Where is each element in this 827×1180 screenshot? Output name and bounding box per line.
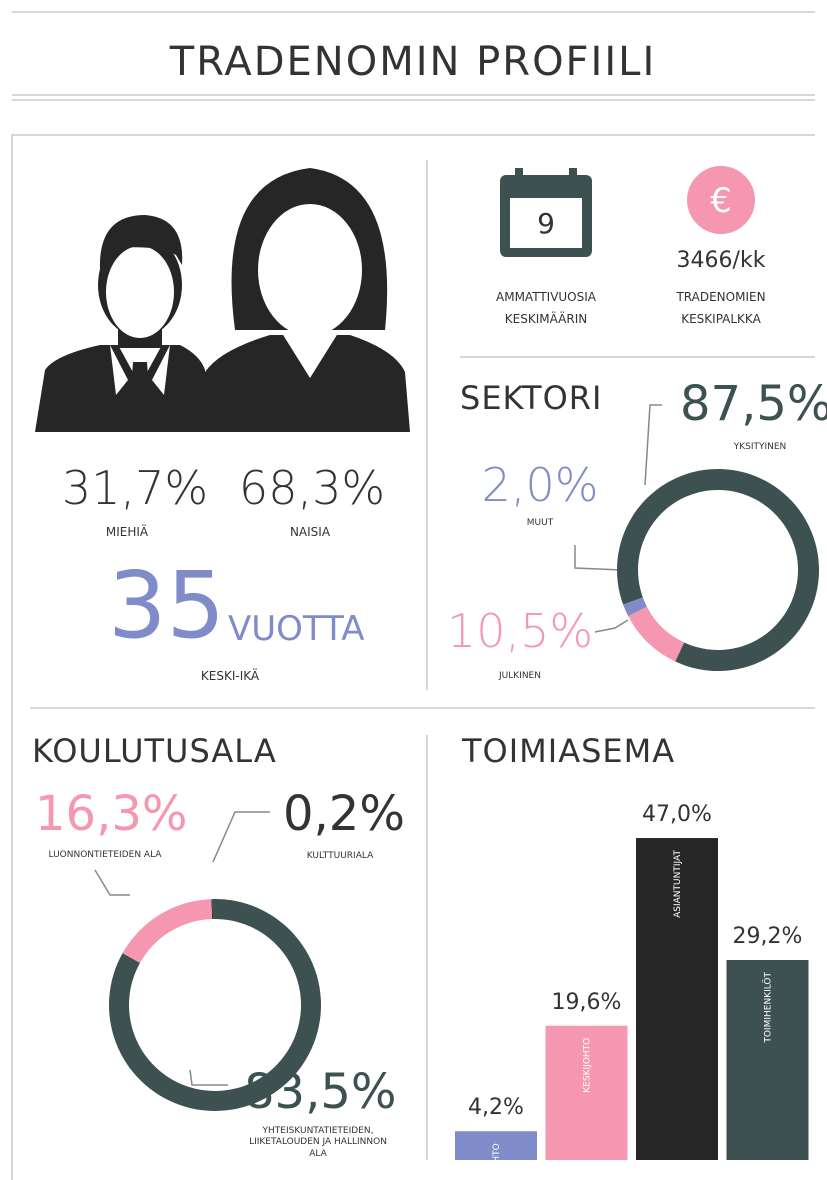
value-label: 4,2% bbox=[468, 1097, 524, 1119]
women-percent: 68,3% bbox=[239, 465, 385, 511]
category-label: MUUT bbox=[527, 518, 553, 529]
category-label: KULTTUURIALA bbox=[307, 851, 373, 862]
category-label: LUONNONTIETEIDEN ALA bbox=[40, 850, 170, 861]
value-label: 19,6% bbox=[552, 992, 622, 1014]
value-label: 47,0% bbox=[642, 804, 712, 826]
category-label: ASIANTUNTIJAT bbox=[673, 850, 683, 918]
value-label: 16,3% bbox=[35, 790, 187, 838]
women-label: NAISIA bbox=[290, 526, 330, 538]
chart-title: TOIMIASEMA bbox=[462, 735, 675, 767]
value-label: 2,0% bbox=[482, 462, 599, 508]
age-label: KESKI-IKÄ bbox=[201, 670, 259, 682]
chart-title: SEKTORI bbox=[460, 382, 602, 414]
experience-label: KESKIMÄÄRIN bbox=[505, 313, 587, 325]
chart-title: KOULUTUSALA bbox=[32, 735, 277, 767]
infographic: JOHTO KESKIJOHTO ASIANTUNTIJAT TOIMIHENKILÖ… bbox=[0, 0, 827, 1180]
men-percent: 31,7% bbox=[62, 465, 208, 511]
category-label: TOIMIHENKILÖT bbox=[763, 971, 774, 1043]
category-label: YKSITYINEN bbox=[734, 442, 787, 453]
age-unit: VUOTTA bbox=[228, 612, 364, 646]
donut-segment bbox=[123, 899, 212, 963]
age-value: 35 bbox=[108, 560, 225, 652]
value-label: 10,5% bbox=[447, 608, 593, 654]
value-label: 29,2% bbox=[733, 926, 803, 948]
salary-label: KESKIPALKKA bbox=[681, 313, 761, 325]
category-label: JOHTO bbox=[492, 1143, 502, 1173]
page-title: TRADENOMIN PROFIILI bbox=[170, 42, 656, 82]
experience-label: AMMATTIVUOSIA bbox=[496, 291, 596, 303]
salary-value: 3466/kk bbox=[677, 250, 766, 272]
donut-segment bbox=[628, 607, 684, 662]
category-label: YHTEISKUNTATIETEIDEN, LIIKETALOUDEN JA H… bbox=[243, 1126, 393, 1160]
woman-icon bbox=[195, 168, 410, 432]
experience-value: 9 bbox=[537, 210, 555, 238]
value-label: 0,2% bbox=[283, 790, 405, 838]
value-label: 87,5% bbox=[680, 380, 827, 428]
euro-symbol: € bbox=[710, 184, 732, 218]
category-label: JULKINEN bbox=[499, 671, 541, 682]
man-icon bbox=[35, 215, 205, 432]
salary-label: TRADENOMIEN bbox=[676, 291, 765, 303]
category-label: KESKIJOHTO bbox=[583, 1038, 593, 1093]
value-label: 83,5% bbox=[244, 1068, 396, 1116]
men-label: MIEHIÄ bbox=[106, 526, 148, 538]
